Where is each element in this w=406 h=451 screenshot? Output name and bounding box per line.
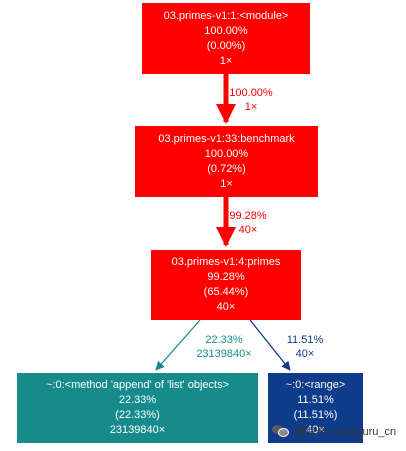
- node-primes-name: 03.primes-v1:4:primes: [171, 256, 281, 268]
- node-module-self: (0.00%): [206, 39, 246, 52]
- node-benchmark-calls: 1×: [220, 177, 233, 190]
- node-benchmark-name: 03.primes-v1:33:benchmark: [158, 132, 295, 145]
- node-primes-total: 99.28%: [207, 271, 245, 283]
- edge-label-module-benchmark: 100.00% 1×: [224, 86, 278, 114]
- node-range-total: 11.51%: [297, 394, 334, 406]
- node-module-calls: 1×: [219, 54, 233, 67]
- watermark-text: 微信号: Dataguru_cn: [294, 426, 397, 438]
- edge-label-pct: 11.51%: [286, 334, 324, 346]
- node-module-name: 03.primes-v1:1:<module>: [163, 9, 289, 22]
- edge-label-count: 1×: [244, 101, 258, 113]
- edge-label-count: 23139840×: [196, 348, 252, 360]
- node-benchmark-self: (0.72%): [207, 162, 246, 175]
- edge-label-pct: 100.00%: [229, 87, 273, 99]
- node-range-self: (11.51%): [293, 409, 338, 421]
- node-range[interactable]: ~:0:<range> 11.51% (11.51%) 40×: [268, 373, 363, 443]
- node-module[interactable]: 03.primes-v1:1:<module> 100.00% (0.00%) …: [142, 3, 310, 74]
- edge-primes-append: [155, 319, 201, 371]
- node-benchmark[interactable]: 03.primes-v1:33:benchmark 100.00% (0.72%…: [135, 126, 318, 197]
- node-append-total: 22.33%: [118, 394, 157, 406]
- wechat-icon: [272, 424, 290, 438]
- node-range-name: ~:0:<range>: [285, 379, 346, 391]
- node-append-self: (22.33%): [115, 409, 160, 421]
- edge-label-pct: 22.33%: [205, 334, 243, 346]
- edge-label-primes-range: 11.51% 40×: [278, 333, 332, 361]
- edge-label-count: 40×: [238, 224, 258, 236]
- watermark: 微信号: Dataguru_cn: [272, 423, 396, 439]
- node-append-name: ~:0:<method 'append' of 'list' objects>: [46, 379, 229, 391]
- node-append[interactable]: ~:0:<method 'append' of 'list' objects> …: [17, 373, 258, 443]
- node-primes-self: (65.44%): [203, 286, 249, 298]
- edge-label-benchmark-primes: 99.28% 40×: [222, 209, 274, 237]
- edge-label-count: 40×: [295, 348, 315, 360]
- edge-label-pct: 99.28%: [229, 210, 267, 222]
- edge-label-primes-append: 22.33% 23139840×: [188, 333, 260, 361]
- edge-primes-range: [249, 319, 291, 371]
- node-append-calls: 23139840×: [109, 424, 166, 436]
- node-primes[interactable]: 03.primes-v1:4:primes 99.28% (65.44%) 40…: [151, 250, 301, 320]
- node-range-calls: 40×: [306, 424, 325, 436]
- node-primes-calls: 40×: [216, 301, 236, 313]
- node-benchmark-total: 100.00%: [204, 147, 249, 160]
- node-module-total: 100.00%: [204, 24, 248, 37]
